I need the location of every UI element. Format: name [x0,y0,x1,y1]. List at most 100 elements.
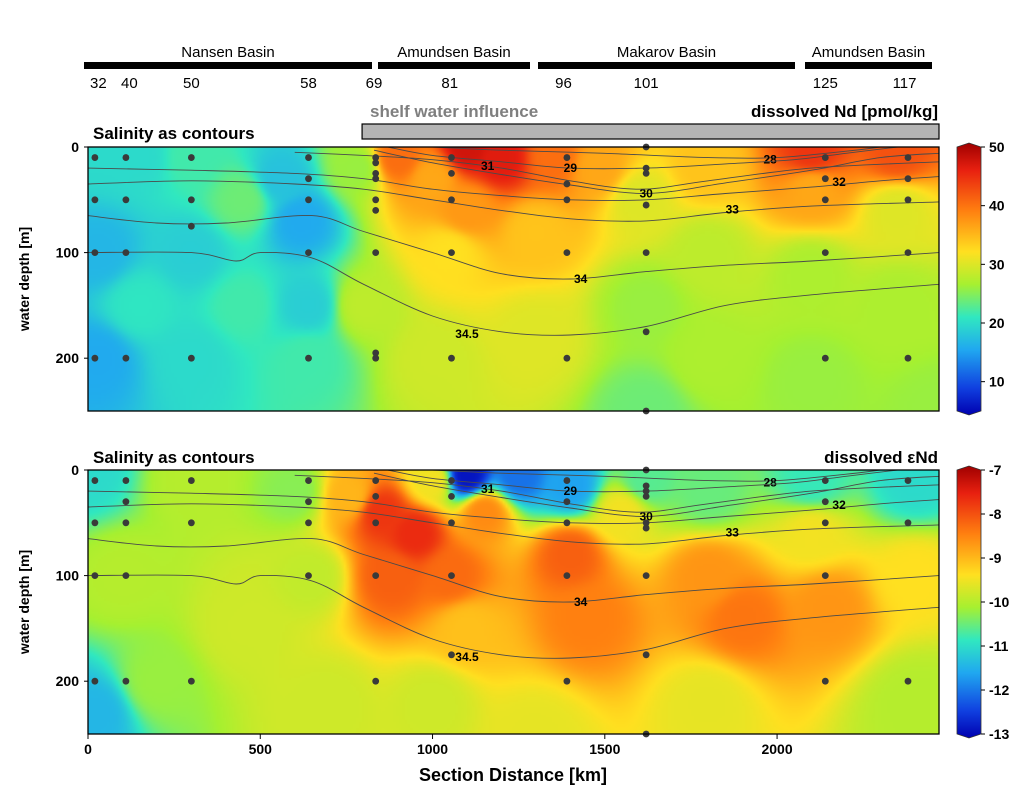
sample-point [821,519,829,527]
sample-points-bottom [91,466,912,738]
sample-point [305,354,312,362]
sample-point [372,196,380,204]
salinity-contour [87,490,940,524]
sample-point [563,196,571,204]
sample-point [122,154,130,161]
basin-name: Amundsen Basin [397,44,510,61]
sample-point [642,201,650,209]
sample-point [642,328,650,336]
sample-point [122,677,130,685]
sample-point [122,249,130,256]
station-label: 125 [813,75,838,92]
panel-bottom-variable: dissolved εNd [824,448,938,467]
y-tick-label: 0 [71,462,79,478]
colorbar-bottom-ticks: -7 -8 -9 -10 -11 -12 -13 [981,462,1009,742]
station-label: 32 [90,75,107,92]
colorbar-tick-label: 40 [989,198,1005,214]
contour-label: 31 [481,159,495,173]
sample-point [821,677,829,685]
sample-point [904,519,912,527]
x-axis-label: Section Distance [km] [419,765,607,785]
salinity-contour [87,180,940,222]
sample-point [122,519,130,527]
sample-point [305,154,312,161]
sample-point [448,154,455,161]
sample-point [821,154,829,161]
basin-bar [84,62,372,69]
sample-point [91,572,99,579]
sample-point [372,493,380,500]
y-axis-top: 0 100 200 [56,139,88,366]
y-axis-label-bottom: water depth [m] [16,550,32,655]
contour-label: 29 [564,484,578,498]
contour-label: 34.5 [455,650,479,664]
sample-point [91,154,99,161]
salinity-contour [87,574,940,659]
sample-point [821,354,829,362]
sample-point [642,482,650,490]
sample-point [563,572,571,579]
contour-label: 31 [481,482,495,496]
sample-point [372,154,380,161]
plot-frame-top [87,146,940,412]
sample-point [305,572,312,579]
nd-heatmap [88,147,939,411]
sample-point [642,524,650,532]
contour-label: 34.5 [455,327,479,341]
station-label: 58 [300,75,317,92]
sample-point [305,196,312,204]
basin-name: Nansen Basin [181,44,274,61]
sample-point [563,180,571,188]
colorbar-tick-label: -12 [989,682,1009,698]
salinity-contour [87,214,940,280]
sample-point [821,477,829,484]
basin-name: Makarov Basin [617,44,716,61]
sample-point [642,249,650,256]
sample-point [187,519,195,527]
colorbar-tick-label: 20 [989,315,1005,331]
sample-point [563,498,571,506]
station-label: 101 [634,75,659,92]
sample-point [642,519,650,527]
colorbar-tick-label: -9 [989,550,1002,566]
contour-label: 34 [574,595,588,609]
sample-point [821,249,829,256]
x-tick-label: 0 [84,741,92,757]
y-axis-label-top: water depth [m] [16,227,32,332]
y-axis-bottom: 0 100 200 [56,462,88,689]
contour-label: 28 [763,476,777,490]
sample-point [187,677,195,685]
sample-point [904,677,912,685]
station-label: 81 [441,75,458,92]
sample-point [563,477,571,484]
sample-point [187,354,195,362]
sample-point [122,477,130,484]
y-tick-label: 0 [71,139,79,155]
sample-point [122,354,130,362]
sample-point [372,349,380,357]
sample-point [91,677,99,685]
sample-point [642,487,650,495]
sample-point [122,498,130,506]
sample-point [448,493,455,500]
colorbar-tick-label: -7 [989,462,1002,478]
panel-top: Salinity as contours dissolved Nd [pmol/… [16,102,1005,416]
end-heatmap [88,470,939,734]
sample-point [563,154,571,161]
sample-point [642,651,650,659]
station-label: 40 [121,75,138,92]
sample-point [91,354,99,362]
contour-label: 29 [564,161,578,175]
salinity-contour [87,503,940,545]
shelf-bar [361,123,940,140]
sample-point [904,354,912,362]
sample-point [448,477,455,484]
x-tick-label: 500 [249,741,273,757]
sample-point [448,572,455,579]
salinity-contour [373,472,940,517]
colorbar-bottom-ramp [956,465,982,739]
basin-bar [805,62,932,69]
contour-label: 30 [639,186,653,200]
sample-point [187,477,195,484]
